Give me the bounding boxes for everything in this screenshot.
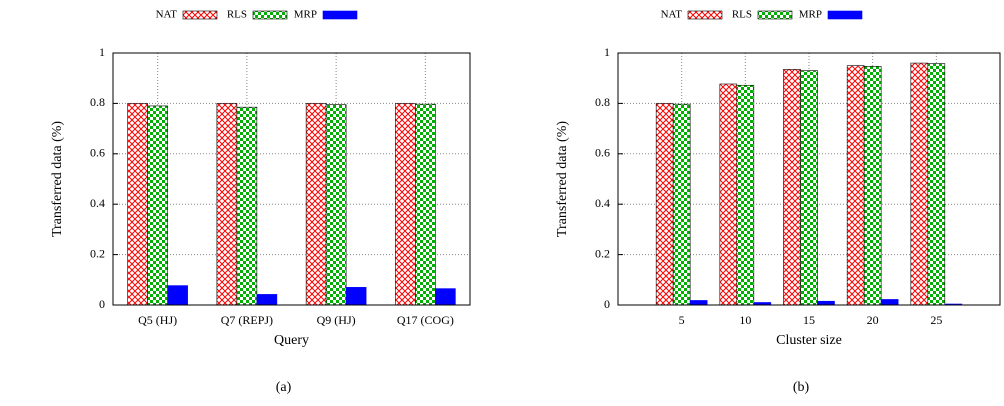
bar [325,104,347,306]
bar [655,103,674,306]
x-tick-label: 15 [803,313,815,327]
y-tick-label: 0.8 [595,95,610,109]
bar [817,300,835,306]
x-tick-label: Q7 (REPJ) [221,313,273,327]
y-tick-label: 0.8 [90,95,105,109]
bar [736,84,755,306]
plot-frame [617,52,1001,306]
plot-frame [112,52,471,306]
legend-swatch [322,10,358,20]
y-tick-label: 0.6 [90,146,105,160]
legend-swatch [827,10,863,20]
caption: (b) [793,380,810,395]
bar [719,83,738,306]
y-tick-label: 0.6 [595,146,610,160]
bar [415,103,436,306]
y-tick-label: 1 [604,45,610,59]
legend-swatch [687,10,723,20]
bar [236,106,258,306]
legend-label: NAT [661,9,683,21]
y-axis-label: Transferred data (%) [555,121,570,237]
bar [927,63,946,306]
legend-label: RLS [227,9,247,21]
y-tick-label: 1 [99,45,105,59]
bar [435,288,456,306]
bar [345,287,367,306]
bar [216,103,238,306]
x-tick-label: 5 [679,313,685,327]
legend-label: RLS [732,9,752,21]
caption: (a) [276,380,292,395]
bar [689,300,708,306]
bar [846,65,865,306]
y-tick-label: 0.2 [90,246,105,260]
bar [800,70,818,306]
x-axis-label: Cluster size [776,333,842,348]
y-tick-label: 0 [604,297,610,311]
x-tick-label: 25 [930,313,942,327]
bar [395,103,416,306]
x-tick-label: Q5 (HJ) [138,313,177,327]
bar [783,69,801,306]
legend-label: MRP [294,9,317,21]
legend-swatch [757,10,793,20]
bar [910,62,929,306]
legend-swatch [182,10,218,20]
y-tick-label: 0.4 [595,196,610,210]
bar [863,66,882,306]
bar [127,103,148,306]
legend-swatch [252,10,288,20]
x-tick-label: 10 [739,313,751,327]
x-tick-label: 20 [867,313,879,327]
bar [672,103,691,306]
y-tick-label: 0.4 [90,196,105,210]
x-tick-label: Q9 (HJ) [317,313,356,327]
bar [305,103,327,306]
bar [167,285,188,306]
y-tick-label: 0 [99,297,105,311]
bar [880,299,899,306]
bar [256,294,278,306]
y-tick-label: 0.2 [595,246,610,260]
x-axis-label: Query [274,333,309,348]
y-axis-label: Transferred data (%) [50,121,65,237]
legend-label: MRP [799,9,822,21]
x-tick-label: Q17 (COG) [397,313,454,327]
bar [147,105,168,306]
legend-label: NAT [156,9,178,21]
